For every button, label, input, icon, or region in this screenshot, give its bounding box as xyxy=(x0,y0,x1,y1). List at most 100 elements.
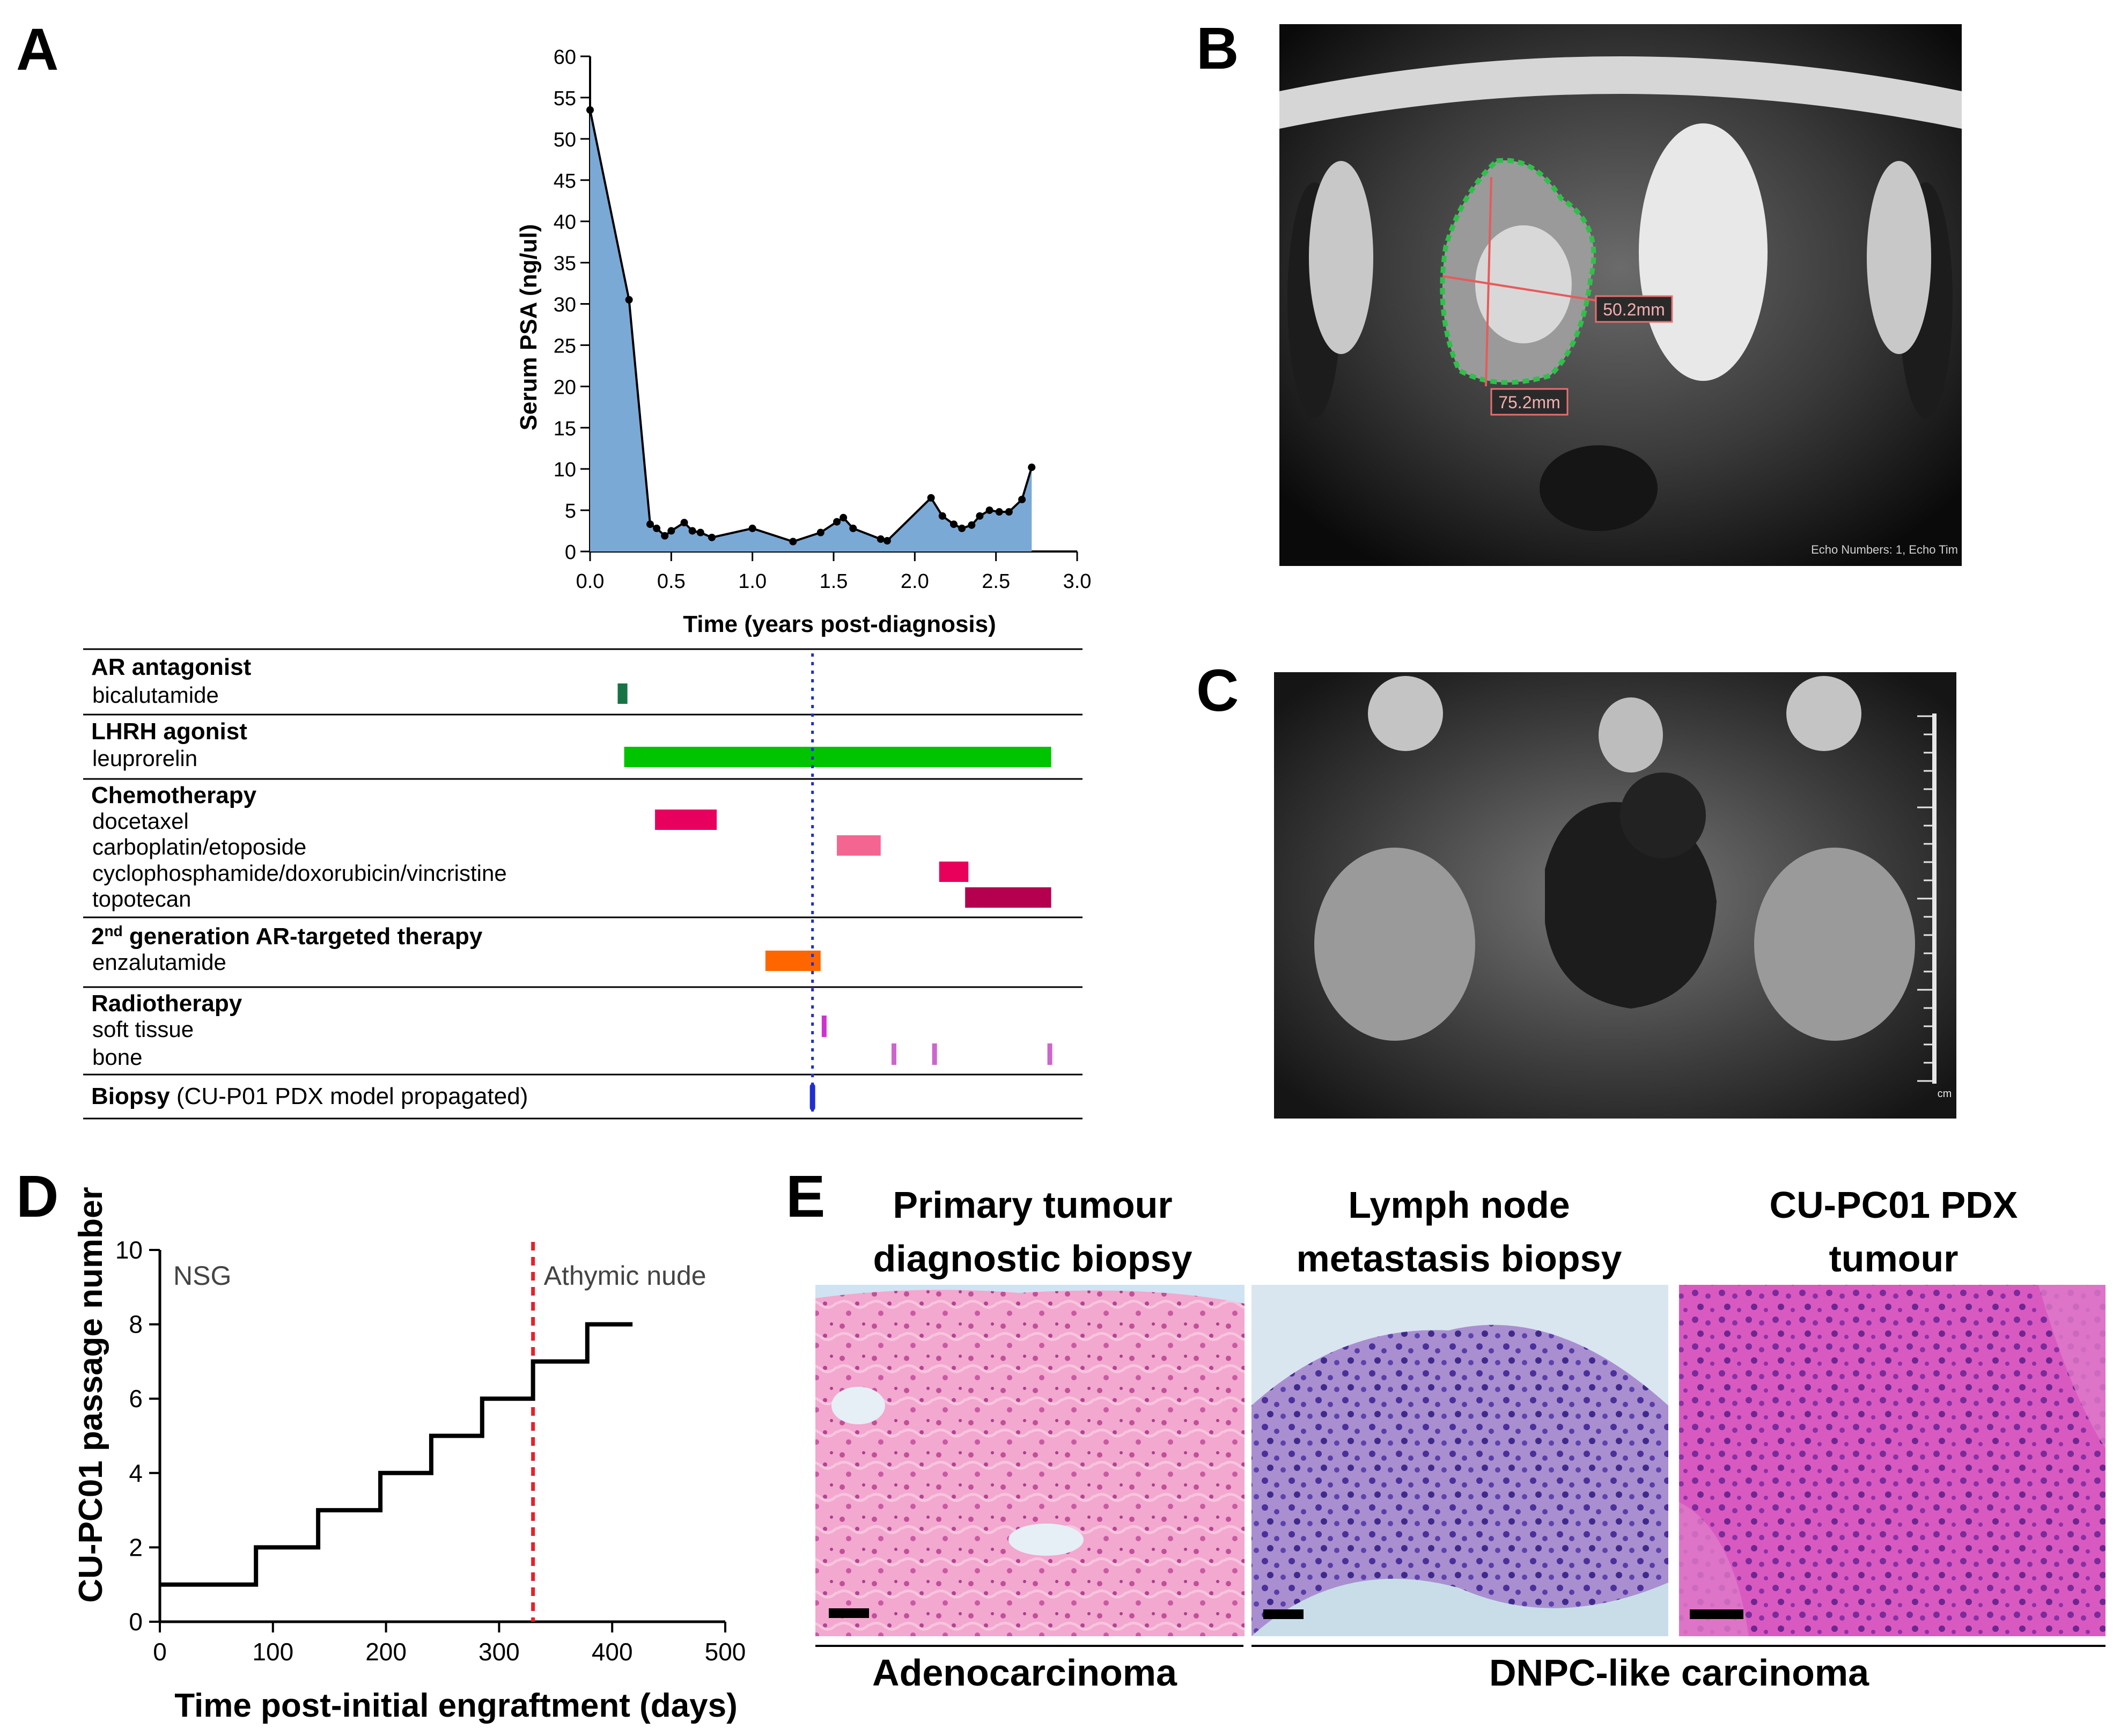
mri-coronal-left-hip xyxy=(1314,848,1475,1041)
e-title-1-line-1: Primary tumour xyxy=(893,1184,1172,1226)
mri-footer-text: Echo Numbers: 1, Echo Tim xyxy=(1811,543,1958,556)
mri-axial-rectum xyxy=(1540,445,1658,531)
psa-point xyxy=(883,537,891,545)
passage-x-tick-label: 300 xyxy=(478,1638,520,1666)
panel-letter-d: D xyxy=(16,1164,58,1230)
timeline-radiotherapy-tick xyxy=(1047,1043,1052,1065)
psa-points xyxy=(586,106,1036,546)
psa-x-tick-label: 2.0 xyxy=(901,570,929,593)
e-title-2-line-2: metastasis biopsy xyxy=(1297,1238,1622,1279)
e-title-3-line-2: tumour xyxy=(1829,1238,1958,1279)
psa-point xyxy=(976,512,984,520)
psa-point xyxy=(1028,464,1036,472)
timeline-drug-label: enzalutamide xyxy=(92,950,226,975)
timeline-treatment-bar xyxy=(655,810,717,830)
psa-point xyxy=(877,535,885,543)
psa-x-tick-label: 3.0 xyxy=(1063,570,1092,593)
scale-bar-2 xyxy=(1263,1609,1304,1619)
timeline-treatment-bar xyxy=(624,747,1051,767)
passage-x-tick-label: 100 xyxy=(252,1638,293,1666)
histology-1-tissue xyxy=(815,1290,1245,1636)
panel-letter-a: A xyxy=(16,17,58,83)
passage-y-tick-label: 8 xyxy=(129,1311,143,1338)
biopsy-marker xyxy=(809,1084,815,1110)
measure-label-box-2 xyxy=(1490,388,1569,416)
psa-point xyxy=(833,518,841,526)
timeline-section-header: Radiotherapy xyxy=(91,990,242,1017)
passage-y-tick-label: 4 xyxy=(129,1459,143,1487)
passage-step-line xyxy=(160,1322,633,1587)
psa-point xyxy=(680,519,688,527)
psa-point xyxy=(995,508,1003,516)
histology-image-3 xyxy=(1679,1285,2105,1636)
timeline-drug-label: soft tissue xyxy=(92,1017,194,1042)
measure-label-box-1 xyxy=(1595,295,1673,323)
timeline-radiotherapy-tick xyxy=(891,1043,896,1065)
timeline-section-header: AR antagonist xyxy=(91,654,252,680)
timeline-drug-label: topotecan xyxy=(92,886,192,911)
psa-point xyxy=(949,520,958,528)
timeline-header-rest: generation AR-targeted therapy xyxy=(123,923,483,950)
mri-axial-right-bone xyxy=(1867,161,1931,354)
measure-label-2: 75.2mm xyxy=(1498,393,1560,412)
timeline-drug-label: bicalutamide xyxy=(92,682,219,708)
tumour-core xyxy=(1475,225,1572,343)
passage-y-tick-label: 0 xyxy=(129,1608,143,1636)
mri-axial-left-bone xyxy=(1309,161,1373,354)
mri-coronal-right-iliac xyxy=(1786,676,1861,751)
psa-y-tick-label: 60 xyxy=(554,46,576,69)
measure-line-2 xyxy=(1485,176,1492,387)
panel-letter-c: C xyxy=(1196,658,1239,724)
psa-point xyxy=(849,524,857,532)
timeline-drug-label: cyclophosphamide/doxorubicin/vincristine xyxy=(92,860,507,886)
timeline-drug-label: bone xyxy=(92,1044,142,1070)
e-title-2-line-1: Lymph node xyxy=(1348,1184,1570,1226)
histology-3-background xyxy=(1679,1285,2105,1636)
psa-axes: 0 5 10 15 20 25 30 35 40 45 50 55 60 0.0 0.5 1.0 1.5 2.0 2… xyxy=(554,46,1092,593)
psa-y-tick-label: 5 xyxy=(565,500,576,523)
timeline-treatment-bar xyxy=(617,683,628,704)
psa-point xyxy=(696,528,704,536)
mri-coronal-right-hip xyxy=(1754,848,1915,1041)
psa-point xyxy=(938,512,946,520)
mri-coronal-image: cm xyxy=(1274,672,1956,1119)
timeline-drug-label: docetaxel xyxy=(92,808,189,834)
passage-x-tick-label: 500 xyxy=(705,1638,746,1666)
passage-x-tick-label: 0 xyxy=(153,1638,167,1666)
psa-y-axis-label: Serum PSA (ng/ul) xyxy=(516,224,542,431)
mri-axial-bladder xyxy=(1639,123,1768,381)
histology-1-gap-2 xyxy=(1008,1524,1084,1556)
histology-3-stroma-2 xyxy=(2038,1285,2105,1448)
timeline-header-superscript: nd xyxy=(104,923,122,939)
timeline-radiotherapy-tick xyxy=(821,1016,827,1037)
timeline-drug-label: carboplatin/etoposide xyxy=(92,834,306,859)
psa-y-tick-label: 45 xyxy=(554,170,576,193)
histology-2-tissue xyxy=(1251,1325,1668,1636)
timeline-section-header: 2nd generation AR-targeted therapy xyxy=(91,923,483,950)
timeline-section-header: LHRH agonist xyxy=(91,718,247,745)
passage-x-tick-label: 200 xyxy=(365,1638,407,1666)
psa-x-tick-label: 0.5 xyxy=(657,570,686,593)
mri-coronal-bright-region xyxy=(1599,697,1663,773)
psa-point xyxy=(708,533,716,541)
panel-letter-e: E xyxy=(786,1164,825,1230)
psa-x-tick-label: 2.5 xyxy=(982,570,1010,593)
biopsy-label: Biopsy (CU-P01 PDX model propagated) xyxy=(91,1083,528,1109)
psa-point xyxy=(840,513,848,521)
histology-image-2 xyxy=(1251,1285,1668,1636)
psa-x-tick-label: 0.0 xyxy=(576,570,605,593)
mri-axial-body-outline xyxy=(1279,56,1962,129)
psa-point xyxy=(789,538,797,546)
timeline-treatment-bar xyxy=(765,951,821,971)
timeline-section-header: Chemotherapy xyxy=(91,782,257,808)
passage-x-axis-label: Time post-initial engraftment (days) xyxy=(174,1687,738,1724)
psa-point xyxy=(625,296,633,304)
timeline-treatment-bar xyxy=(939,862,969,882)
passage-y-tick-label: 2 xyxy=(129,1533,143,1561)
psa-point xyxy=(586,106,594,114)
e-title-1-line-2: diagnostic biopsy xyxy=(873,1238,1192,1279)
psa-point xyxy=(1005,508,1013,516)
